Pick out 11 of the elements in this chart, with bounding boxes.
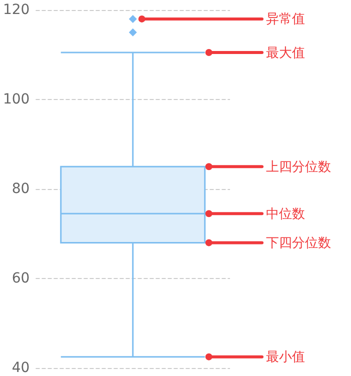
- text: 异常值: [266, 10, 305, 28]
- y-tick-label: 80: [12, 181, 30, 197]
- text: 中位数: [266, 206, 305, 223]
- text: 下四分位数: [266, 234, 331, 252]
- y-tick-label: 120: [2, 2, 30, 18]
- y-tick-label: 100: [2, 92, 30, 108]
- text: 最大值: [266, 44, 305, 62]
- text: 最小值: [266, 348, 305, 366]
- y-tick-label: 40: [12, 360, 30, 376]
- text: 上四分位数: [266, 158, 331, 176]
- y-tick-label: 60: [12, 270, 30, 286]
